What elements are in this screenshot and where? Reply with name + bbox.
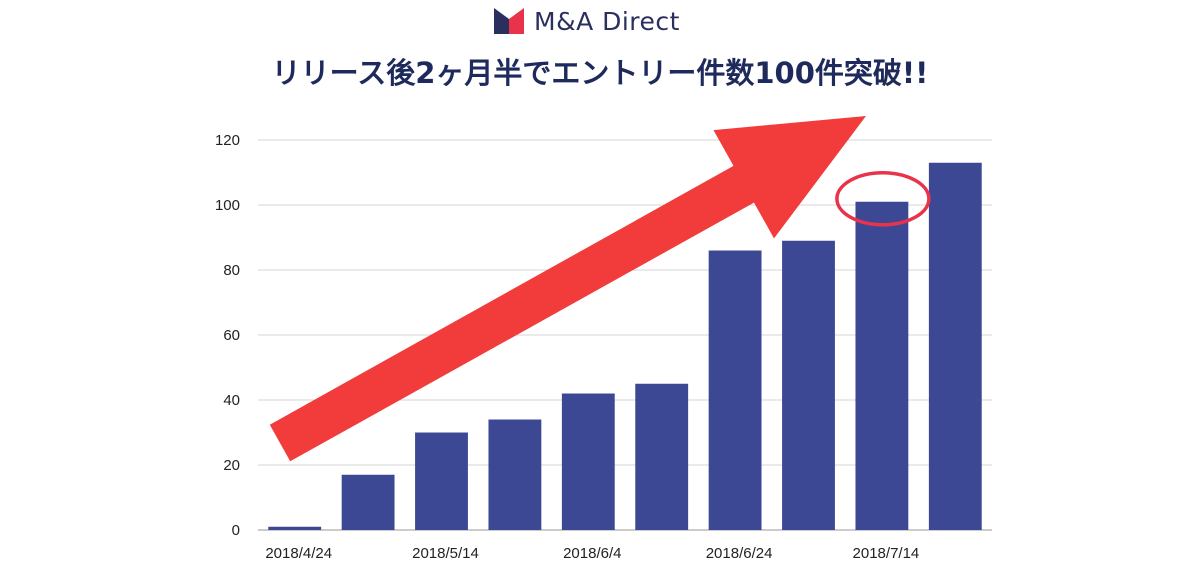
bar <box>268 526 322 530</box>
bar <box>928 162 982 530</box>
x-tick-label: 2018/4/24 <box>265 545 332 562</box>
bars <box>268 162 982 530</box>
logo-text: M&A Direct <box>534 6 680 36</box>
x-tick-label: 2018/6/24 <box>706 545 773 562</box>
highlight-circle <box>835 171 931 227</box>
x-tick-label: 2018/6/4 <box>563 545 621 562</box>
y-tick-label: 60 <box>223 327 240 344</box>
y-tick-label: 0 <box>232 522 240 539</box>
y-tick-label: 80 <box>223 262 240 279</box>
bar <box>855 201 909 530</box>
x-axis-ticks: 2018/4/24 2018/5/14 2018/6/4 2018/6/24 2018/… <box>265 545 919 562</box>
bar <box>561 393 615 530</box>
trend-arrow-icon <box>269 116 866 462</box>
brand-logo: M&A Direct <box>494 4 680 38</box>
annotations <box>269 116 931 462</box>
y-tick-label: 120 <box>215 132 240 149</box>
x-tick-label: 2018/7/14 <box>853 545 920 562</box>
bar <box>341 474 395 530</box>
bar <box>708 250 762 530</box>
bar <box>635 383 689 530</box>
bar <box>415 432 468 530</box>
x-tick-label: 2018/5/14 <box>412 545 479 562</box>
y-tick-label: 40 <box>223 392 240 409</box>
bar <box>488 419 542 530</box>
y-tick-label: 100 <box>215 197 240 214</box>
y-tick-label: 20 <box>223 457 240 474</box>
logo-mark-icon <box>494 8 524 34</box>
page-title: リリース後2ヶ月半でエントリー件数100件突破!! <box>271 56 929 90</box>
bar <box>782 240 835 530</box>
y-axis-ticks: 0 20 40 60 80 100 120 <box>215 132 240 539</box>
